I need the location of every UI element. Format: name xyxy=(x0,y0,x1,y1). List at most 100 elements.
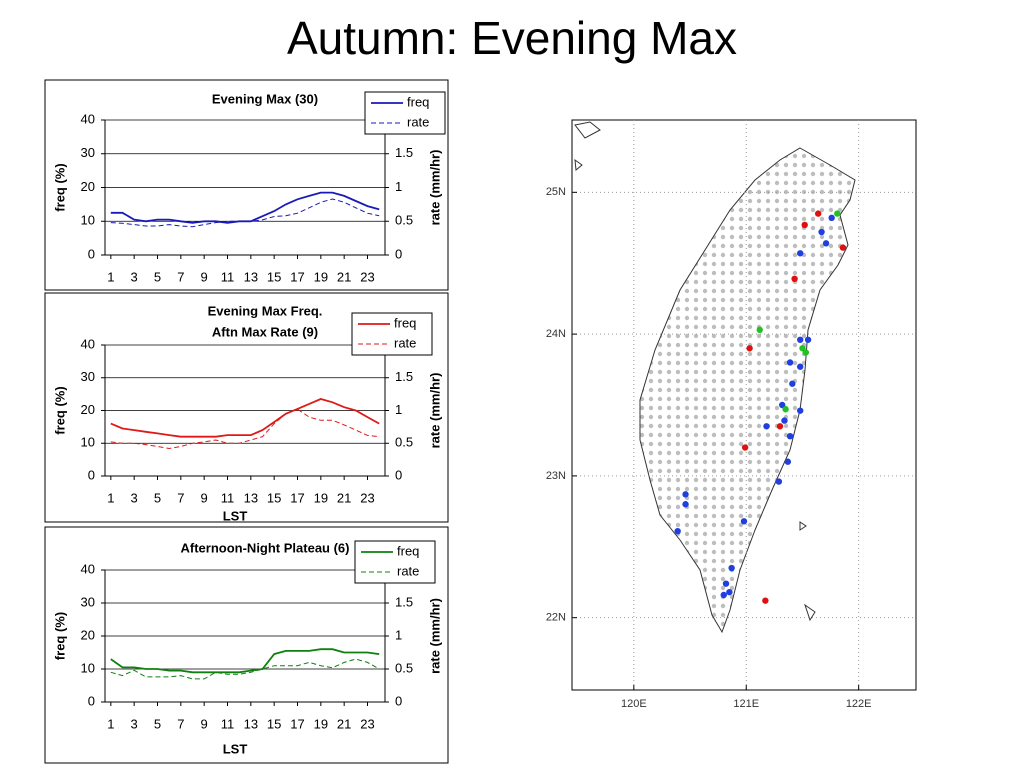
legend-label: freq xyxy=(407,94,429,109)
island-outline xyxy=(639,147,856,634)
station-point xyxy=(763,423,770,430)
x-tick-label: 17 xyxy=(290,490,304,505)
legend-label: rate xyxy=(394,335,416,350)
y-tick-label: 20 xyxy=(81,179,95,194)
station-point xyxy=(789,380,796,387)
station-point xyxy=(834,210,841,217)
islets xyxy=(574,121,816,622)
station-point xyxy=(797,336,804,343)
y-tick-label: 30 xyxy=(81,145,95,160)
chart-title: Aftn Max Rate (9) xyxy=(212,324,318,339)
y-tick-label: 10 xyxy=(81,435,95,450)
x-tick-label: 17 xyxy=(290,716,304,731)
x-tick-label: 13 xyxy=(244,716,258,731)
y-tick-label: 40 xyxy=(81,336,95,351)
legend-label: freq xyxy=(397,543,419,558)
station-point xyxy=(740,518,748,525)
station-point xyxy=(784,458,792,465)
x-tick-label: 9 xyxy=(201,490,208,505)
station-point xyxy=(791,275,798,283)
station-point xyxy=(726,588,733,596)
x-tick-label: 7 xyxy=(177,490,184,505)
station-point xyxy=(801,221,808,229)
slide-title: Autumn: Evening Max xyxy=(287,12,737,64)
y2-tick-label: 0 xyxy=(395,467,402,482)
x-tick-label: 5 xyxy=(154,269,161,284)
legend-label: rate xyxy=(407,114,429,129)
station-point xyxy=(674,527,681,535)
y2-tick-label: 1 xyxy=(395,179,402,194)
y-tick-label: 0 xyxy=(88,467,95,482)
station-point xyxy=(802,349,810,356)
x-tick-label: 3 xyxy=(131,716,138,731)
y-axis-label: freq (%) xyxy=(52,612,67,660)
x-tick-label: 23 xyxy=(360,490,374,505)
x-tick-label: 15 xyxy=(267,269,281,284)
y2-axis-label: rate (mm/hr) xyxy=(427,598,442,674)
x-tick-label: 120E xyxy=(621,698,647,710)
station-point xyxy=(741,444,749,451)
y2-tick-label: 0.5 xyxy=(395,435,413,450)
x-tick-label: 13 xyxy=(244,269,258,284)
station-point xyxy=(776,423,784,430)
station-point xyxy=(682,491,689,498)
station-point xyxy=(746,345,753,352)
series-line xyxy=(110,658,380,680)
x-tick-label: 9 xyxy=(201,269,208,284)
y-axis-label: freq (%) xyxy=(52,386,67,434)
y-tick-label: 40 xyxy=(81,561,95,576)
station-point xyxy=(804,336,812,343)
y-tick-label: 10 xyxy=(81,213,95,228)
station-point xyxy=(722,580,730,587)
x-tick-label: 1 xyxy=(107,716,114,731)
y-tick-label: 40 xyxy=(81,111,95,126)
y2-tick-label: 1.5 xyxy=(395,145,413,160)
legend-box xyxy=(351,312,433,356)
series-line xyxy=(110,191,380,224)
station-point xyxy=(728,564,735,572)
y-tick-label: 25N xyxy=(546,186,566,198)
x-tick-label: 19 xyxy=(314,716,328,731)
y-tick-label: 24N xyxy=(546,328,566,340)
y2-tick-label: 1 xyxy=(395,627,402,642)
legend-label: freq xyxy=(394,315,416,330)
legend-label: rate xyxy=(397,563,419,578)
station-point xyxy=(839,244,847,251)
series-line xyxy=(110,648,380,674)
station-point xyxy=(797,250,804,257)
y2-tick-label: 0 xyxy=(395,246,402,261)
x-tick-label: 21 xyxy=(337,269,351,284)
x-tick-label: 23 xyxy=(360,716,374,731)
x-tick-label: 9 xyxy=(201,716,208,731)
x-tick-label: 13 xyxy=(244,490,258,505)
station-point xyxy=(786,432,794,440)
y-tick-label: 23N xyxy=(546,470,566,482)
series-line xyxy=(110,398,380,438)
chart-title: Evening Max (30) xyxy=(212,91,318,106)
x-tick-label: 5 xyxy=(154,716,161,731)
y-tick-label: 30 xyxy=(81,369,95,384)
x-tick-label: 19 xyxy=(314,269,328,284)
y-tick-label: 0 xyxy=(88,246,95,261)
y2-tick-label: 0.5 xyxy=(395,213,413,228)
x-tick-label: 121E xyxy=(733,698,759,710)
station-point xyxy=(682,501,689,508)
x-tick-label: 11 xyxy=(221,490,235,505)
y2-tick-label: 0 xyxy=(395,693,402,708)
x-axis-label: LST xyxy=(223,508,248,523)
y-tick-label: 30 xyxy=(81,594,95,609)
y-tick-label: 20 xyxy=(81,402,95,417)
series-line xyxy=(110,198,380,228)
station-point xyxy=(762,597,769,604)
x-tick-label: 5 xyxy=(154,490,161,505)
x-axis-label: LST xyxy=(223,741,248,756)
station-point xyxy=(781,417,788,424)
y2-tick-label: 1 xyxy=(395,402,402,417)
y-axis-label: freq (%) xyxy=(52,163,67,211)
station-point xyxy=(828,214,835,222)
y2-axis-label: rate (mm/hr) xyxy=(427,150,442,226)
x-tick-label: 23 xyxy=(360,269,374,284)
legend-box xyxy=(354,540,436,584)
